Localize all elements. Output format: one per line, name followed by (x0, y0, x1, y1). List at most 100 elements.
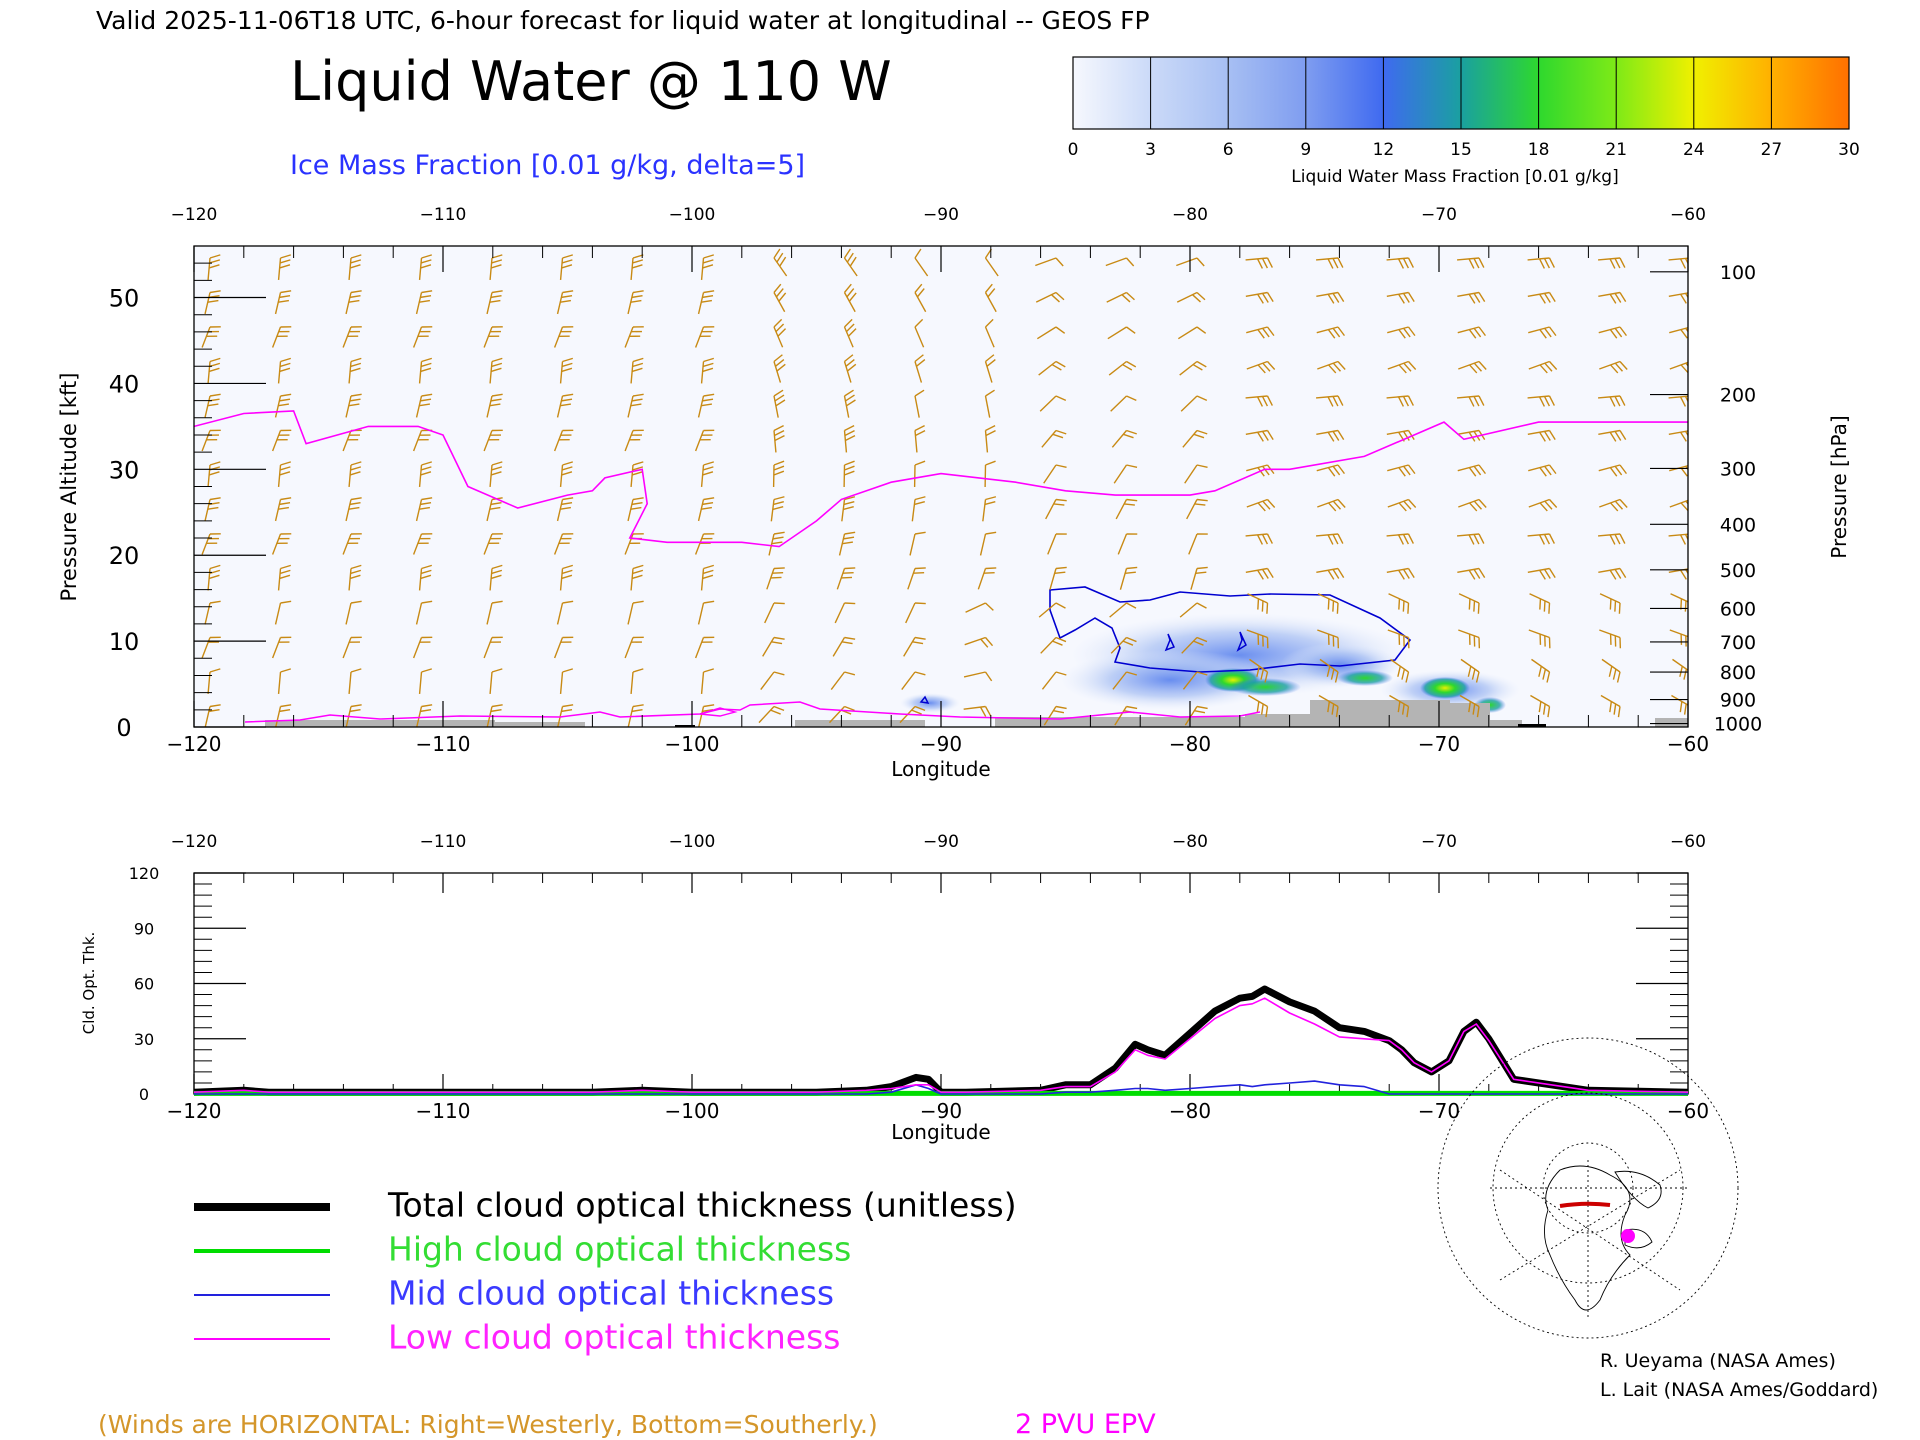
wind-barb-feather (1691, 568, 1697, 579)
wind-barb-staff (1386, 395, 1409, 399)
wind-barb-feather (699, 438, 711, 441)
wind-barb-feather (420, 569, 432, 575)
wind-barb-feather (1473, 258, 1480, 269)
wind-barb-feather (632, 254, 644, 259)
wind-barb (1457, 395, 1485, 407)
wind-barb (1319, 658, 1339, 683)
wind-barb-feather (1619, 361, 1628, 370)
wind-barb-feather (562, 461, 574, 466)
wind-barb-feather (631, 295, 643, 299)
wind-barb (1113, 464, 1138, 484)
wind-barb-staff (1459, 694, 1480, 708)
wind-barb-feather (1405, 671, 1410, 683)
wind-barb (984, 354, 996, 383)
wind-barb-feather (631, 367, 643, 373)
wind-barb-feather (562, 429, 574, 432)
wind-barb-feather (1546, 671, 1551, 683)
wind-barb-feather (1543, 396, 1551, 407)
wind-barb (914, 354, 926, 383)
wind-barb-feather (631, 434, 642, 436)
wind-barb-feather (491, 259, 503, 264)
cloud-core (1420, 677, 1470, 699)
wind-barb-feather (1266, 637, 1269, 649)
wind-barb-feather (1680, 569, 1687, 580)
top-panel: −120 −120 −110 −110 −100 −100 −90 −90 −80 −80 −70 −… (57, 205, 1851, 781)
wind-barb-feather (349, 367, 361, 373)
wind-barb (489, 564, 503, 591)
wind-barb-feather (844, 705, 855, 712)
wind-barb-feather (1539, 569, 1546, 580)
wind-barb-staff (1457, 326, 1480, 334)
wind-barb-staff (768, 533, 775, 556)
wind-barb (773, 389, 786, 418)
wind-barb (1176, 257, 1205, 267)
wind-barb-feather (703, 461, 715, 466)
colorbar-tick-label: 30 (1838, 140, 1860, 160)
wind-barb-feather (490, 398, 502, 402)
wind-barb-feather (632, 533, 644, 535)
wind-barb-feather (280, 461, 292, 466)
wind-barb-feather (280, 600, 292, 604)
terrain-block (1245, 714, 1310, 727)
wind-barb-feather (1257, 598, 1260, 610)
wind-barb-feather (914, 636, 926, 640)
wind-barb (277, 357, 292, 384)
wind-barb (1043, 705, 1067, 726)
wind-barb-feather (1336, 602, 1339, 614)
wind-barb-staff (1599, 593, 1621, 604)
wind-barb (1190, 566, 1208, 590)
wind-barb (1386, 291, 1415, 304)
wind-barb-feather (1548, 568, 1556, 579)
wind-barb-feather (278, 434, 290, 436)
wind-barb-feather (1538, 396, 1546, 407)
map-coastline (1614, 1170, 1662, 1209)
wind-barb-feather (778, 292, 787, 302)
wind-barb-staff (773, 430, 777, 453)
wind-barb-feather (1055, 395, 1067, 402)
wind-barb (1316, 533, 1344, 545)
wind-barb-staff (483, 326, 493, 348)
wind-barb-staff (1317, 629, 1339, 639)
wind-barb-feather (703, 429, 715, 432)
wind-barb-feather (1473, 600, 1476, 612)
wind-barb-feather (1192, 294, 1201, 303)
wind-barb-feather (1193, 433, 1205, 439)
wind-barb-feather (1337, 637, 1340, 649)
wind-barb (1387, 498, 1417, 512)
wind-barb-feather (1332, 327, 1341, 338)
wind-barb-feather (702, 466, 714, 471)
wind-barb-feather (702, 569, 714, 575)
wind-barb-feather (702, 398, 714, 402)
wind-barb-feather (773, 705, 785, 712)
wind-barb-feather (1538, 534, 1546, 545)
wind-barb (1182, 671, 1208, 690)
wind-barb-feather (701, 537, 713, 540)
wind-barb (834, 602, 856, 624)
wind-barb-feather (1691, 396, 1696, 406)
wind-barb (1668, 291, 1688, 304)
wind-barb-staff (630, 568, 634, 591)
wind-barb-staff (624, 430, 634, 452)
wind-barb-feather (1126, 360, 1137, 368)
wind-barb-feather (279, 471, 291, 476)
wind-barb-feather (1685, 465, 1688, 476)
wind-barb-feather (702, 471, 714, 476)
wind-barb-feather (1473, 292, 1481, 303)
wind-barb-feather (1261, 396, 1269, 407)
wind-barb-feather (1124, 503, 1135, 506)
wind-barb-staff (1668, 395, 1688, 399)
wind-barb-feather (1261, 600, 1264, 612)
bottom-xtick-label: −100 (665, 1099, 720, 1123)
wind-barb (770, 496, 785, 522)
wind-barb-feather (1402, 568, 1410, 579)
wind-barb-feather (562, 497, 574, 501)
wind-barb-feather (491, 668, 503, 673)
wind-barb-feather (1619, 464, 1628, 475)
wind-barb (1186, 498, 1208, 520)
wind-barb (630, 564, 644, 591)
bottom-panel: −120 −120 −110 −110 −100 −100 −90 −90 −80 −80 −70 −… (80, 832, 1709, 1144)
winds-note: (Winds are HORIZONTAL: Right=Westerly, B… (98, 1410, 878, 1439)
wind-barb-feather (1328, 364, 1337, 374)
wind-barb-staff (1531, 658, 1550, 673)
map-meridian (1499, 1169, 1681, 1281)
